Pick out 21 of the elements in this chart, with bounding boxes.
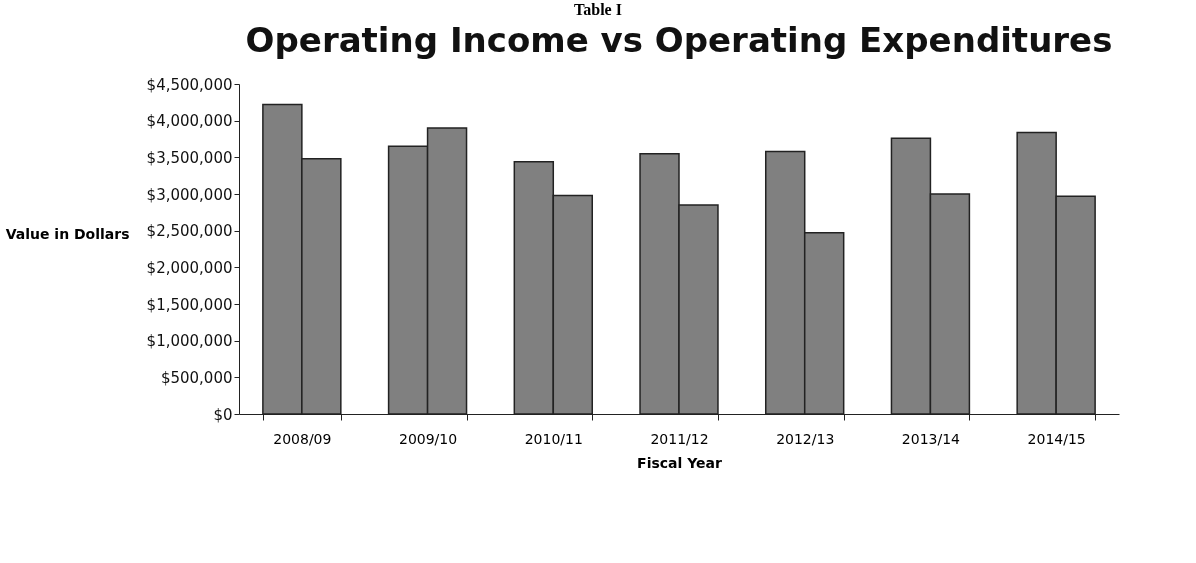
y-tick-label: $4,000,000 [146, 112, 233, 131]
x-tick-label: 2010/11 [524, 430, 583, 447]
x-axis-title: Fiscal Year [637, 454, 722, 471]
y-tick-label: $2,500,000 [146, 222, 233, 241]
y-tick-label: $3,000,000 [146, 185, 233, 204]
x-tick-label: 2013/14 [901, 430, 961, 447]
text: Table I [573, 0, 623, 20]
x-tick-label: 2011/12 [650, 430, 709, 447]
y-tick-label: $1,000,000 [146, 332, 233, 351]
x-tick-label: 2012/13 [776, 430, 835, 447]
y-tick-label: $1,500,000 [146, 295, 233, 314]
y-tick-label: $0 [213, 405, 233, 424]
y-tick-label: $4,500,000 [146, 75, 233, 94]
y-tick-label: $3,500,000 [146, 148, 233, 167]
y-tick-label: $2,000,000 [146, 258, 233, 277]
chart-title: Operating Income vs Operating Expenditures [245, 20, 1113, 60]
x-tick-label: 2009/10 [398, 430, 458, 447]
x-tick-label: 2008/09 [273, 430, 332, 447]
x-tick-label: 2014/15 [1027, 430, 1086, 447]
y-axis-title: Value in Dollars [5, 225, 130, 242]
y-tick-label: $500,000 [160, 368, 233, 387]
